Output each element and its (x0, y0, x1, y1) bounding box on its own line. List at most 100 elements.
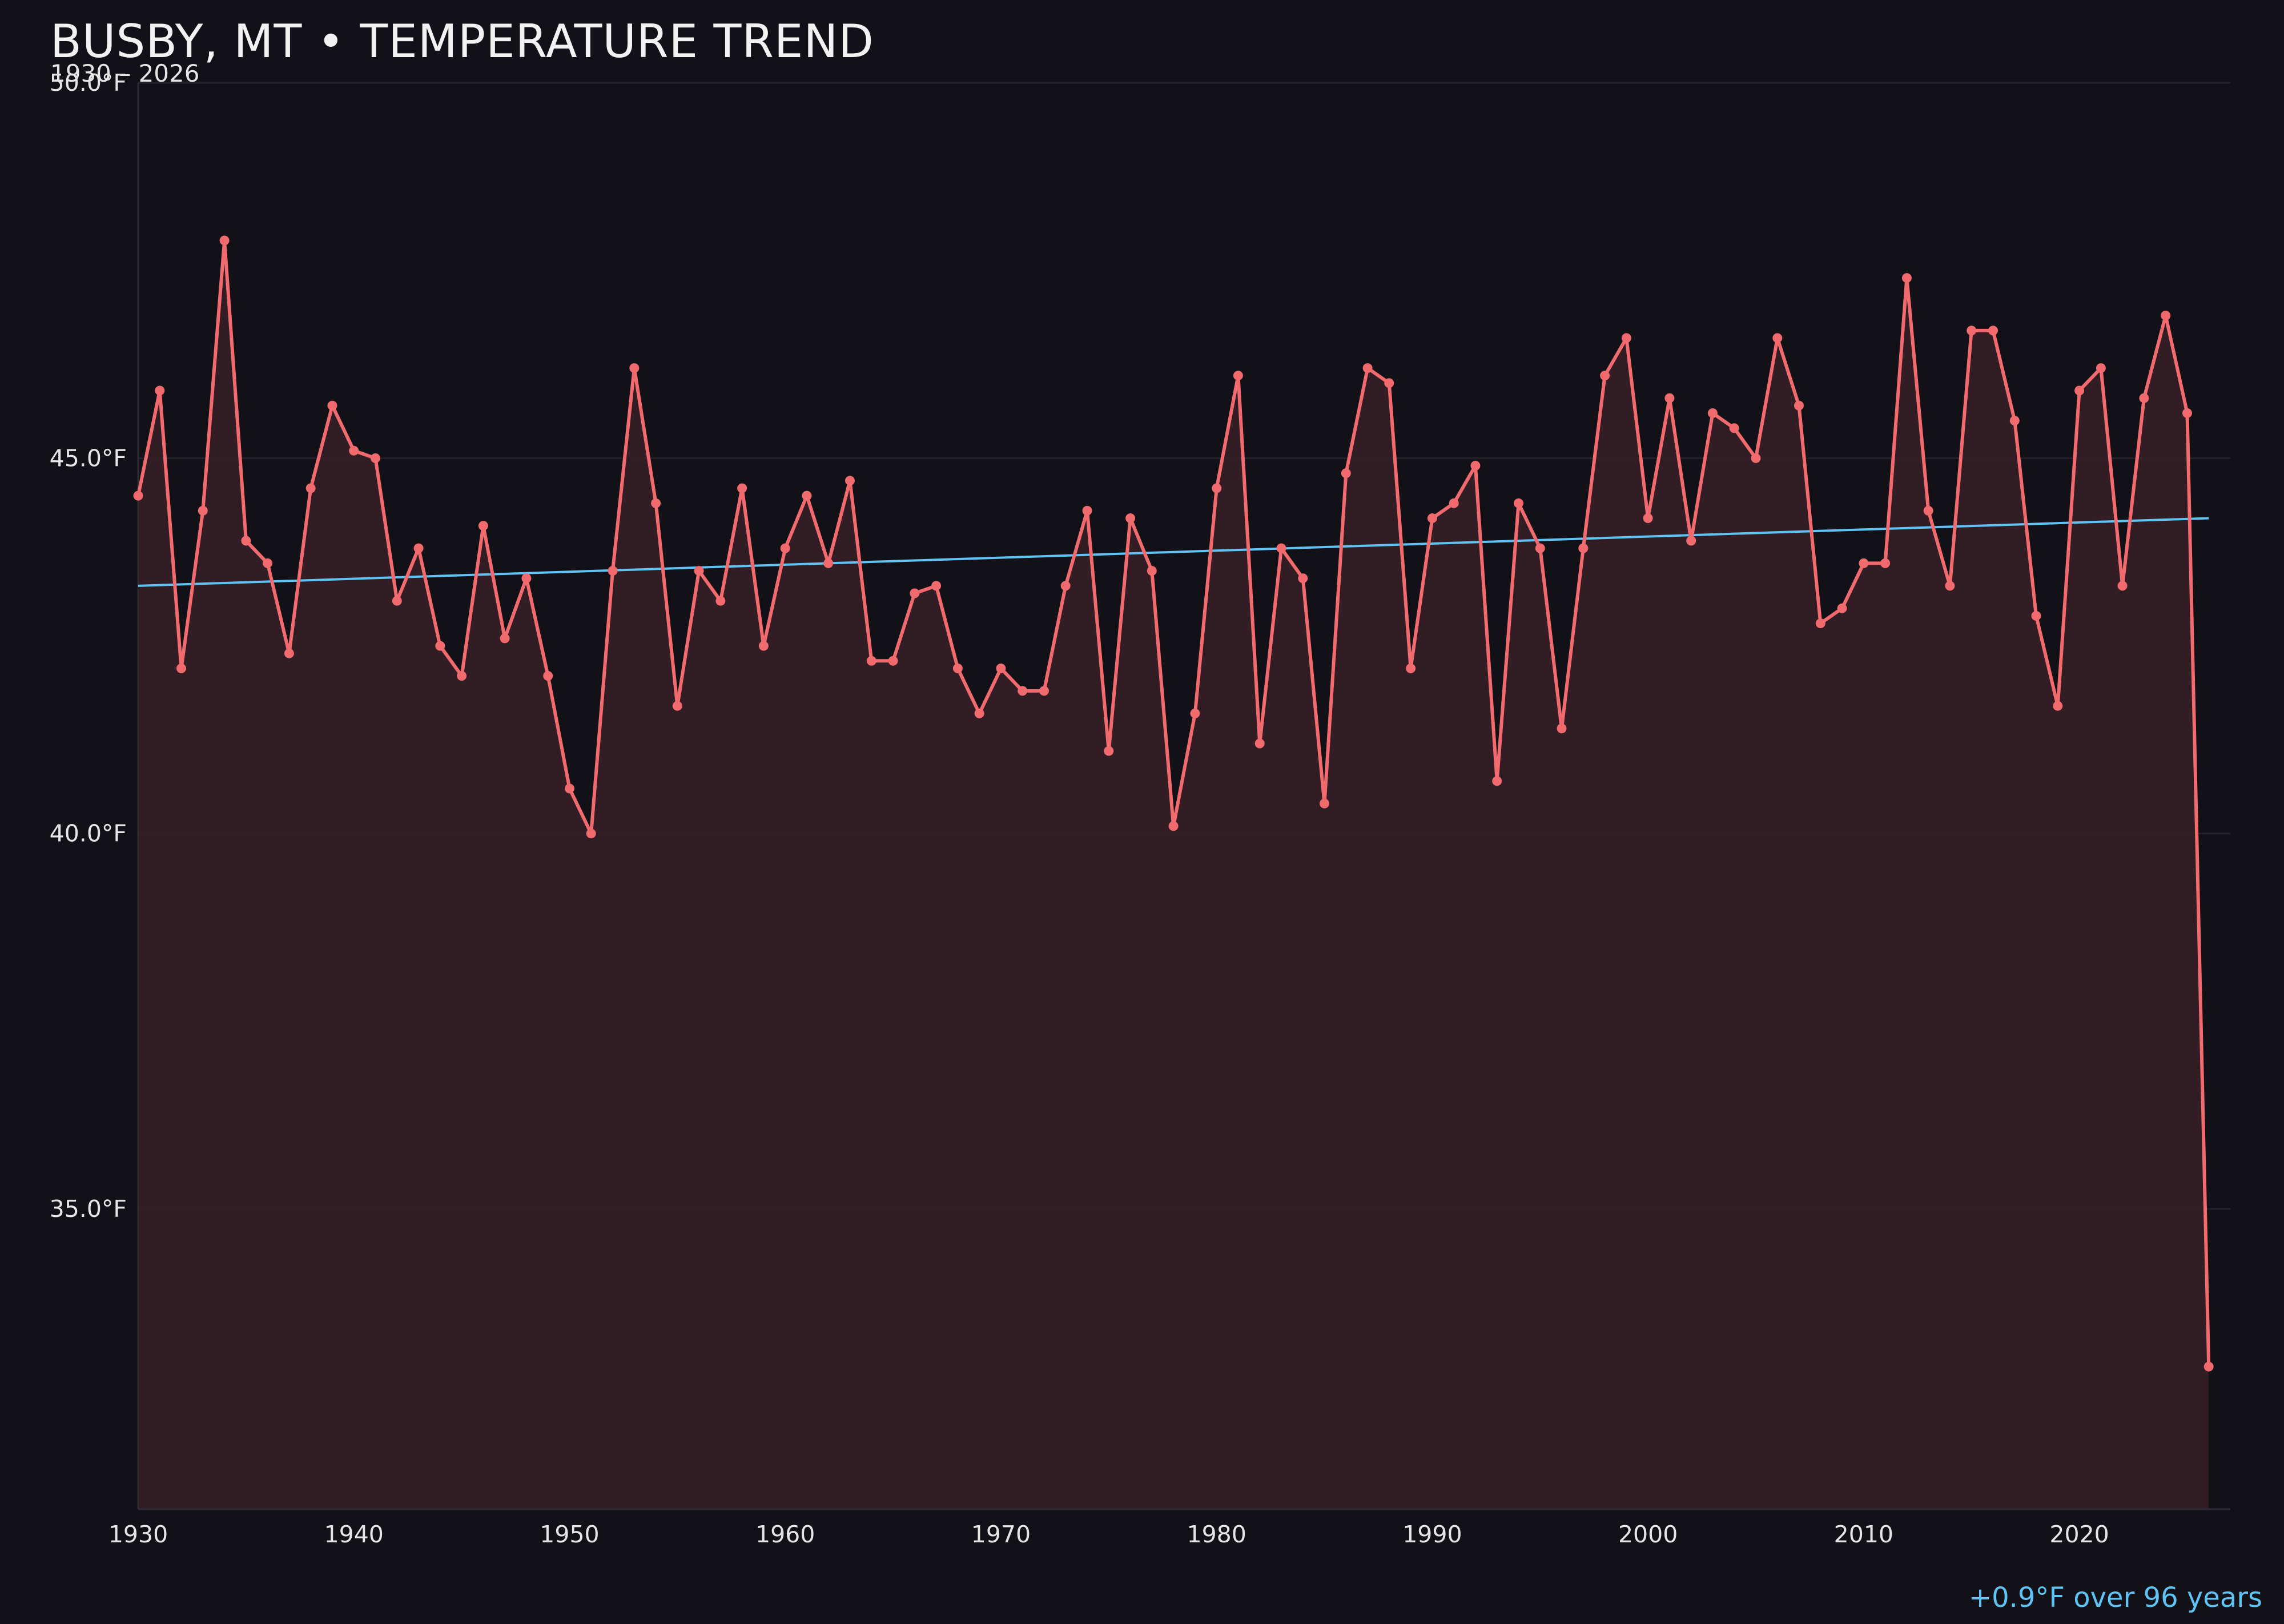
data-point-1971 (1018, 686, 1028, 696)
data-point-1944 (435, 641, 445, 651)
data-point-1930 (133, 491, 143, 501)
data-point-1966 (910, 588, 920, 598)
trend-line (138, 517, 2209, 587)
data-point-1941 (371, 453, 380, 463)
x-tick-label-1960: 1960 (755, 1521, 815, 1548)
data-point-1990 (1427, 513, 1437, 523)
data-point-1972 (1039, 686, 1049, 696)
x-tick-label-1950: 1950 (540, 1521, 599, 1548)
data-point-2000 (1643, 513, 1653, 523)
data-point-1949 (543, 671, 553, 681)
data-point-2024 (2161, 311, 2171, 321)
data-point-1980 (1212, 483, 1222, 493)
data-point-1978 (1168, 821, 1179, 831)
data-point-1965 (888, 656, 898, 666)
data-point-2016 (1988, 325, 1998, 336)
data-point-1994 (1514, 498, 1523, 508)
data-point-1976 (1125, 513, 1136, 523)
data-point-2017 (2009, 416, 2020, 426)
data-point-2018 (2031, 611, 2041, 621)
data-point-1998 (1600, 371, 1610, 381)
x-tick-label-1930: 1930 (108, 1521, 168, 1548)
data-point-1988 (1384, 378, 1394, 388)
x-tick-label-2010: 2010 (1834, 1521, 1893, 1548)
data-point-1946 (478, 521, 488, 531)
data-point-1935 (241, 536, 251, 546)
data-point-1953 (629, 363, 640, 373)
data-point-2009 (1837, 603, 1847, 613)
trend-change-note: +0.9°F over 96 years (1968, 1582, 2262, 1614)
data-point-1968 (952, 664, 963, 673)
data-point-1951 (586, 829, 596, 839)
data-point-1974 (1082, 505, 1092, 516)
data-point-2015 (1967, 325, 1977, 336)
data-point-1992 (1470, 461, 1481, 471)
data-point-1964 (866, 656, 876, 666)
data-point-1999 (1621, 333, 1631, 343)
data-point-2021 (2096, 363, 2106, 373)
data-point-1986 (1341, 468, 1351, 479)
data-point-2026 (2203, 1361, 2214, 1372)
x-tick-label-1940: 1940 (324, 1521, 384, 1548)
data-point-1947 (500, 633, 510, 644)
data-point-2002 (1686, 536, 1696, 546)
data-point-1933 (198, 505, 208, 516)
data-point-1950 (565, 783, 574, 794)
data-point-1977 (1147, 566, 1157, 576)
data-point-1989 (1406, 664, 1416, 673)
data-point-2006 (1772, 333, 1783, 343)
data-point-2008 (1815, 618, 1825, 629)
data-point-2007 (1794, 400, 1804, 411)
data-point-1991 (1449, 498, 1459, 508)
data-point-2001 (1664, 393, 1675, 403)
x-tick-label-1980: 1980 (1187, 1521, 1246, 1548)
series-area-fill (138, 240, 2209, 1509)
data-point-2010 (1859, 558, 1869, 568)
y-tick-label-2: 45.0°F (50, 444, 127, 472)
data-point-1993 (1492, 776, 1502, 786)
data-point-1987 (1362, 363, 1373, 373)
data-point-1939 (327, 400, 337, 411)
x-tick-label-1970: 1970 (971, 1521, 1031, 1548)
data-point-2012 (1901, 273, 1912, 283)
data-point-1943 (413, 543, 424, 553)
data-point-2020 (2074, 385, 2085, 396)
data-point-1981 (1233, 371, 1243, 381)
data-point-1956 (694, 566, 704, 576)
data-point-1945 (457, 671, 467, 681)
data-point-1967 (931, 581, 942, 591)
data-point-1932 (176, 664, 186, 673)
data-point-1961 (802, 491, 812, 501)
chart-title: BUSBY, MT • TEMPERATURE TREND (50, 15, 874, 68)
data-point-2003 (1707, 408, 1718, 418)
data-point-1938 (305, 483, 316, 493)
data-point-1983 (1276, 543, 1286, 553)
data-point-1969 (974, 708, 984, 718)
data-point-1937 (284, 648, 294, 658)
data-point-1936 (263, 558, 273, 568)
data-point-1955 (672, 701, 682, 711)
data-point-1952 (608, 566, 618, 576)
data-point-2014 (1945, 581, 1955, 591)
data-point-2019 (2053, 701, 2063, 711)
x-tick-labels: 1930 1940 1950 1960 1970 1980 1990 2000 2010 2020 (108, 1521, 2109, 1548)
data-point-1985 (1320, 798, 1329, 809)
data-point-1979 (1190, 708, 1200, 718)
data-point-1942 (392, 596, 402, 606)
data-point-1931 (155, 385, 165, 396)
y-tick-label-1: 40.0°F (50, 820, 127, 847)
data-point-2005 (1751, 453, 1761, 463)
data-point-2011 (1880, 558, 1891, 568)
data-point-2022 (2117, 581, 2128, 591)
data-point-1970 (996, 664, 1006, 673)
data-point-1984 (1298, 573, 1308, 584)
data-point-1963 (845, 476, 855, 486)
y-tick-labels: 35.0°F 40.0°F 45.0°F 50.0°F (50, 69, 127, 1223)
data-point-1975 (1104, 746, 1114, 756)
data-point-1954 (651, 498, 661, 508)
data-point-1957 (715, 596, 726, 606)
data-point-1960 (780, 543, 790, 553)
data-point-1997 (1578, 543, 1589, 553)
y-tick-label-3: 50.0°F (50, 69, 127, 97)
